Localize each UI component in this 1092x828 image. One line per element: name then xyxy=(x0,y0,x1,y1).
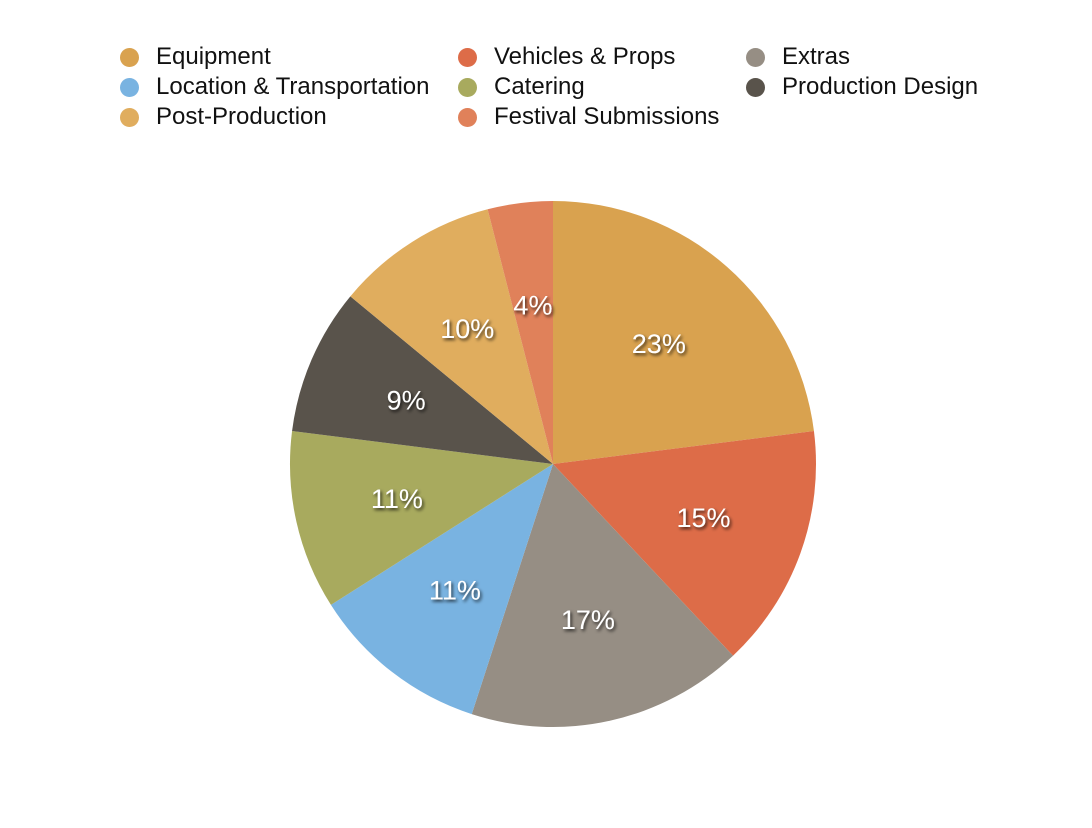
slice-label-post-production: 10% xyxy=(440,314,494,344)
slice-label-festival-submissions: 4% xyxy=(513,290,552,320)
pie-slice-labels: 23% 15% 17% 11% 11% 9% 10% 4% xyxy=(371,290,731,635)
legend-label: Catering xyxy=(494,73,585,100)
legend-item-vehicles-props: Vehicles & Props xyxy=(458,42,675,72)
legend-label: Vehicles & Props xyxy=(494,43,676,70)
legend-label: Location & Transportation xyxy=(156,73,430,100)
legend-item-location-transportation: Location & Transportation xyxy=(120,72,430,102)
slice-label-equipment: 23% xyxy=(632,329,686,359)
legend-label: Production Design xyxy=(782,73,979,100)
pie-slice-vehicles-props xyxy=(553,431,816,656)
legend-swatch-icon xyxy=(746,77,765,97)
legend-label: Post-Production xyxy=(156,103,327,130)
pie-slice-extras xyxy=(471,464,734,728)
legend-item-extras: Extras xyxy=(746,42,850,72)
legend-label: Equipment xyxy=(156,43,271,70)
pie-slices xyxy=(289,201,816,728)
legend-swatch-icon xyxy=(458,47,477,67)
pie-slice-location-transportation xyxy=(330,464,553,715)
legend-item-festival-submissions: Festival Submissions xyxy=(458,102,719,132)
legend-swatch-icon xyxy=(746,47,765,67)
pie-slice-catering xyxy=(289,431,553,605)
legend-swatch-icon xyxy=(120,107,139,127)
legend-item-equipment: Equipment xyxy=(120,42,271,72)
legend-item-post-production: Post-Production xyxy=(120,102,327,132)
legend-swatch-icon xyxy=(120,47,139,67)
legend-swatch-icon xyxy=(458,107,477,127)
pie-slice-equipment xyxy=(553,201,814,464)
slice-label-catering: 11% xyxy=(371,484,423,514)
legend-swatch-icon xyxy=(458,77,477,97)
pie-slice-production-design xyxy=(292,296,553,464)
pie-slice-festival-submissions xyxy=(487,201,553,464)
legend-label: Festival Submissions xyxy=(494,103,720,130)
slice-label-production-design: 9% xyxy=(387,385,426,415)
pie-slice-post-production xyxy=(350,209,553,464)
legend-item-catering: Catering xyxy=(458,72,585,102)
chart-legend: Equipment Location & Transportation Post… xyxy=(0,0,1092,140)
legend-label: Extras xyxy=(782,43,851,70)
slice-label-vehicles-props: 15% xyxy=(677,503,731,533)
legend-item-production-design: Production Design xyxy=(746,72,978,102)
slice-label-extras: 17% xyxy=(561,605,615,635)
legend-swatch-icon xyxy=(120,77,139,97)
slice-label-location-transportation: 11% xyxy=(429,575,481,605)
